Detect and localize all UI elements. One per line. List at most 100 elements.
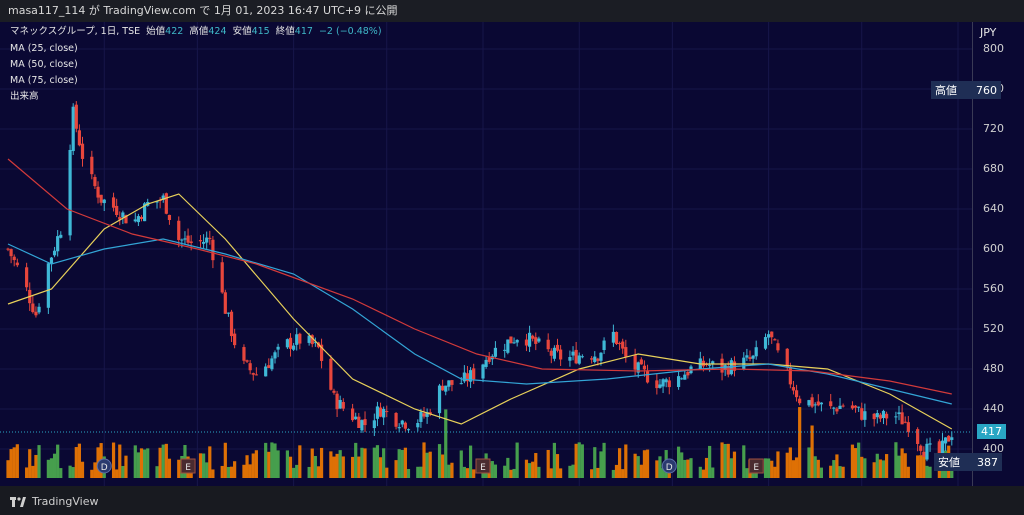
candle-body [481,364,485,379]
candle-body [593,356,597,362]
volume-bar [111,442,116,478]
tradingview-icon [10,496,26,507]
volume-bar [31,465,35,478]
volume-bar [689,458,693,478]
candle-body [875,413,879,418]
currency-label: JPY [980,26,997,39]
candle-body [332,390,336,393]
volume-bar [835,454,839,478]
candle-body [292,345,296,350]
candle-body [515,339,519,343]
volume-bar [602,442,606,478]
volume-bar [549,468,553,478]
volume-bar [555,454,560,478]
volume-bar [645,449,650,478]
volume-bar [406,468,411,478]
legend-ma50[interactable]: MA (50, close) [10,59,78,70]
candle-body [655,380,659,389]
price-chart-svg[interactable]: 4月5月6月7月8月9月10月11月12月2023DEEDE [0,22,972,486]
candle-body [341,402,345,409]
candle-body [860,408,864,420]
candle-body [400,420,404,425]
volume-bar [720,442,724,478]
candle-body [93,177,97,187]
volume-bar [422,442,426,478]
volume-bar [447,464,451,478]
candle-body [745,355,749,358]
price-axis[interactable]: JPY 400 440 480 520 560 600 640 680 720 760 800 [972,22,1024,486]
candle-body [537,338,541,342]
volume-bar [341,456,345,478]
candle-body [220,262,224,293]
candle-body [571,351,575,356]
volume-bar [313,456,317,478]
candle-body [829,401,833,407]
candle-body [189,241,193,244]
volume-bar [527,463,532,478]
chart-plot-area[interactable]: 4月5月6月7月8月9月10月11月12月2023DEEDE マネックスグループ… [0,22,972,486]
candle-body [198,240,203,242]
volume-bar [382,448,386,478]
candle-body [680,378,684,380]
candle-body [776,343,780,351]
volume-bar [354,442,358,478]
volume-bar [220,465,224,478]
volume-bar [49,458,54,478]
candle-body [441,385,445,391]
candle-body [15,262,19,266]
candle-body [397,427,401,429]
candle-body [378,407,383,417]
volume-bar [12,447,16,478]
legend-open-label: 始値 [146,26,166,37]
tradingview-logo[interactable]: TradingView [10,495,98,508]
candle-body [338,399,342,409]
volume-bar [596,467,600,478]
legend-ma25[interactable]: MA (25, close) [10,43,78,54]
volume-bar [472,469,476,478]
volume-bar [270,442,274,478]
candle-body [416,423,420,428]
y-tick-label: 640 [983,202,1004,215]
candle-body [285,339,290,348]
candle-body [835,408,839,412]
volume-bar [794,457,799,478]
candle-body [164,193,168,214]
candle-body [25,267,29,288]
candle-body [832,407,836,409]
candle-body [950,437,954,440]
candle-body [52,250,57,256]
volume-bar [52,453,57,478]
candle-body [425,412,429,417]
event-marker-label: D [101,463,108,473]
candle-body [111,197,116,208]
candle-body [354,416,358,420]
candle-body [683,374,687,380]
volume-bar [590,469,594,478]
candle-body [450,380,454,385]
candle-body [791,387,796,391]
candle-body [254,374,258,376]
volume-bar [512,468,516,478]
candle-body [360,420,364,431]
volume-bar [881,460,886,478]
legend-ma75[interactable]: MA (75, close) [10,75,78,86]
candle-body [273,352,277,359]
candle-body [925,443,929,460]
volume-bar [599,451,603,478]
volume-bar [164,443,168,478]
volume-bar [636,456,640,478]
candle-body [919,445,923,451]
candle-body [897,412,901,415]
candle-body [295,334,299,345]
candle-body [447,380,451,387]
candle-body [307,335,311,343]
volume-bar [310,448,314,478]
candle-body [686,371,690,376]
volume-bar [853,448,858,478]
candle-body [559,349,563,360]
volume-bar [723,443,727,478]
candle-body [602,340,606,351]
volume-bar [254,450,258,478]
legend-volume[interactable]: 出来高 [10,91,39,102]
candle-body [329,358,333,390]
